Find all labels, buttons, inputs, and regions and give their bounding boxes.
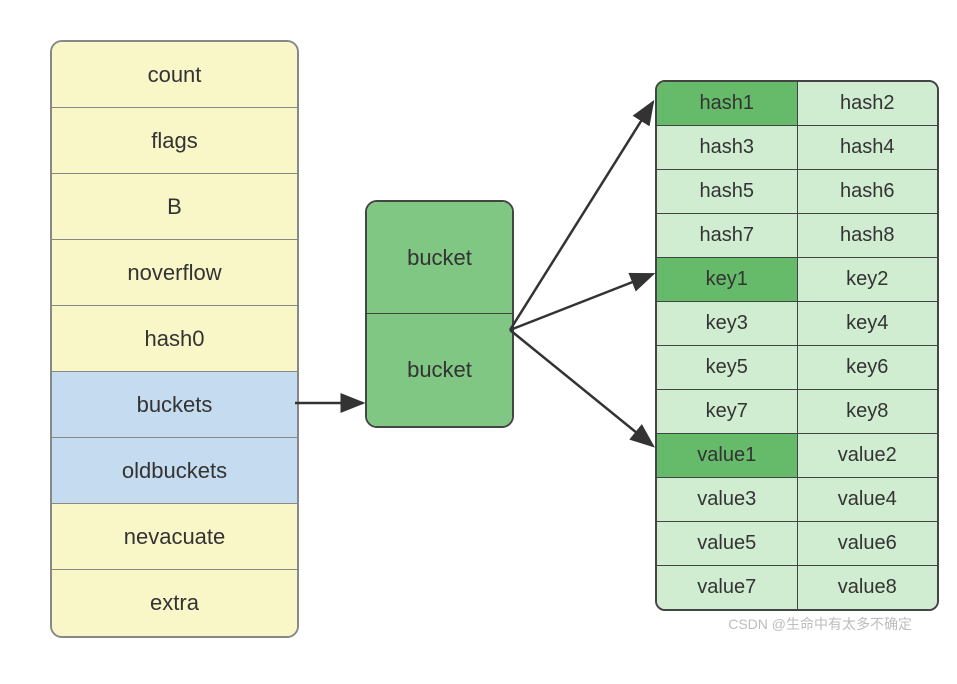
detail-row-9: value3 value4 [657, 478, 937, 522]
struct-field-count: count [52, 42, 297, 108]
struct-field-hash0: hash0 [52, 306, 297, 372]
detail-cell-label: hash5 [700, 180, 755, 203]
detail-cell-label: hash4 [840, 136, 895, 159]
detail-row-7: key7 key8 [657, 390, 937, 434]
detail-cell-label: key2 [846, 268, 888, 291]
detail-cell-right: value8 [798, 566, 938, 609]
detail-cell-left: key3 [657, 302, 798, 345]
detail-row-8: value1 value2 [657, 434, 937, 478]
struct-field-label: count [148, 62, 202, 88]
detail-cell-right: value4 [798, 478, 938, 521]
detail-cell-label: hash1 [700, 92, 755, 115]
struct-field-label: hash0 [145, 326, 205, 352]
detail-cell-left: hash1 [657, 82, 798, 125]
detail-cell-right: key2 [798, 258, 938, 301]
struct-field-b: B [52, 174, 297, 240]
struct-field-label: nevacuate [124, 524, 226, 550]
bucket-cell-1: bucket [367, 314, 512, 426]
detail-cell-label: key5 [706, 356, 748, 379]
detail-cell-right: hash8 [798, 214, 938, 257]
detail-cell-left: hash3 [657, 126, 798, 169]
arrow-3 [510, 330, 653, 446]
struct-field-label: extra [150, 590, 199, 616]
struct-field-nevacuate: nevacuate [52, 504, 297, 570]
detail-cell-label: hash3 [700, 136, 755, 159]
detail-row-10: value5 value6 [657, 522, 937, 566]
arrow-1 [510, 102, 653, 330]
detail-cell-label: value5 [697, 532, 756, 555]
struct-field-label: B [167, 194, 182, 220]
arrow-2 [510, 274, 653, 330]
detail-cell-label: key3 [706, 312, 748, 335]
detail-row-4: key1 key2 [657, 258, 937, 302]
detail-cell-label: hash8 [840, 224, 895, 247]
detail-cell-right: hash6 [798, 170, 938, 213]
bucket-cell-label: bucket [407, 245, 472, 271]
detail-cell-right: value2 [798, 434, 938, 477]
watermark-text: CSDN @生命中有太多不确定 [728, 614, 912, 634]
detail-cell-left: key5 [657, 346, 798, 389]
detail-cell-right: value6 [798, 522, 938, 565]
detail-cell-right: key8 [798, 390, 938, 433]
detail-cell-left: value5 [657, 522, 798, 565]
detail-cell-left: key7 [657, 390, 798, 433]
detail-cell-label: hash7 [700, 224, 755, 247]
detail-row-2: hash5 hash6 [657, 170, 937, 214]
bucket-detail-table: hash1 hash2 hash3 hash4 hash5 hash6 hash7 hash8… [655, 80, 939, 611]
detail-row-5: key3 key4 [657, 302, 937, 346]
detail-cell-left: hash5 [657, 170, 798, 213]
detail-cell-label: value8 [838, 576, 897, 599]
detail-cell-left: key1 [657, 258, 798, 301]
diagram-root: count flags Bnoverflow hash0 buckets oldbucke… [20, 20, 937, 644]
detail-cell-label: key1 [706, 268, 748, 291]
detail-cell-right: key6 [798, 346, 938, 389]
detail-cell-right: key4 [798, 302, 938, 345]
hmap-struct-table: count flags Bnoverflow hash0 buckets oldbucke… [50, 40, 299, 638]
detail-cell-label: value6 [838, 532, 897, 555]
detail-cell-label: value7 [697, 576, 756, 599]
detail-cell-right: hash4 [798, 126, 938, 169]
detail-row-3: hash7 hash8 [657, 214, 937, 258]
struct-field-buckets: buckets [52, 372, 297, 438]
struct-field-label: noverflow [127, 260, 221, 286]
detail-cell-label: key8 [846, 400, 888, 423]
struct-field-noverflow: noverflow [52, 240, 297, 306]
struct-field-oldbuckets: oldbuckets [52, 438, 297, 504]
detail-cell-label: value1 [697, 444, 756, 467]
bucket-cell-label: bucket [407, 357, 472, 383]
detail-cell-label: value3 [697, 488, 756, 511]
struct-field-label: buckets [137, 392, 213, 418]
detail-cell-label: key6 [846, 356, 888, 379]
struct-field-label: flags [151, 128, 197, 154]
detail-row-1: hash3 hash4 [657, 126, 937, 170]
detail-cell-label: key7 [706, 400, 748, 423]
detail-row-11: value7 value8 [657, 566, 937, 609]
struct-field-label: oldbuckets [122, 458, 227, 484]
detail-cell-label: value2 [838, 444, 897, 467]
detail-cell-left: value7 [657, 566, 798, 609]
bucket-cell-0: bucket [367, 202, 512, 314]
detail-cell-label: value4 [838, 488, 897, 511]
detail-row-0: hash1 hash2 [657, 82, 937, 126]
bucket-array: bucket bucket [365, 200, 514, 428]
struct-field-extra: extra [52, 570, 297, 636]
detail-cell-label: key4 [846, 312, 888, 335]
detail-cell-left: value3 [657, 478, 798, 521]
detail-cell-left: hash7 [657, 214, 798, 257]
detail-cell-left: value1 [657, 434, 798, 477]
detail-cell-label: hash6 [840, 180, 895, 203]
struct-field-flags: flags [52, 108, 297, 174]
detail-cell-label: hash2 [840, 92, 895, 115]
detail-row-6: key5 key6 [657, 346, 937, 390]
detail-cell-right: hash2 [798, 82, 938, 125]
